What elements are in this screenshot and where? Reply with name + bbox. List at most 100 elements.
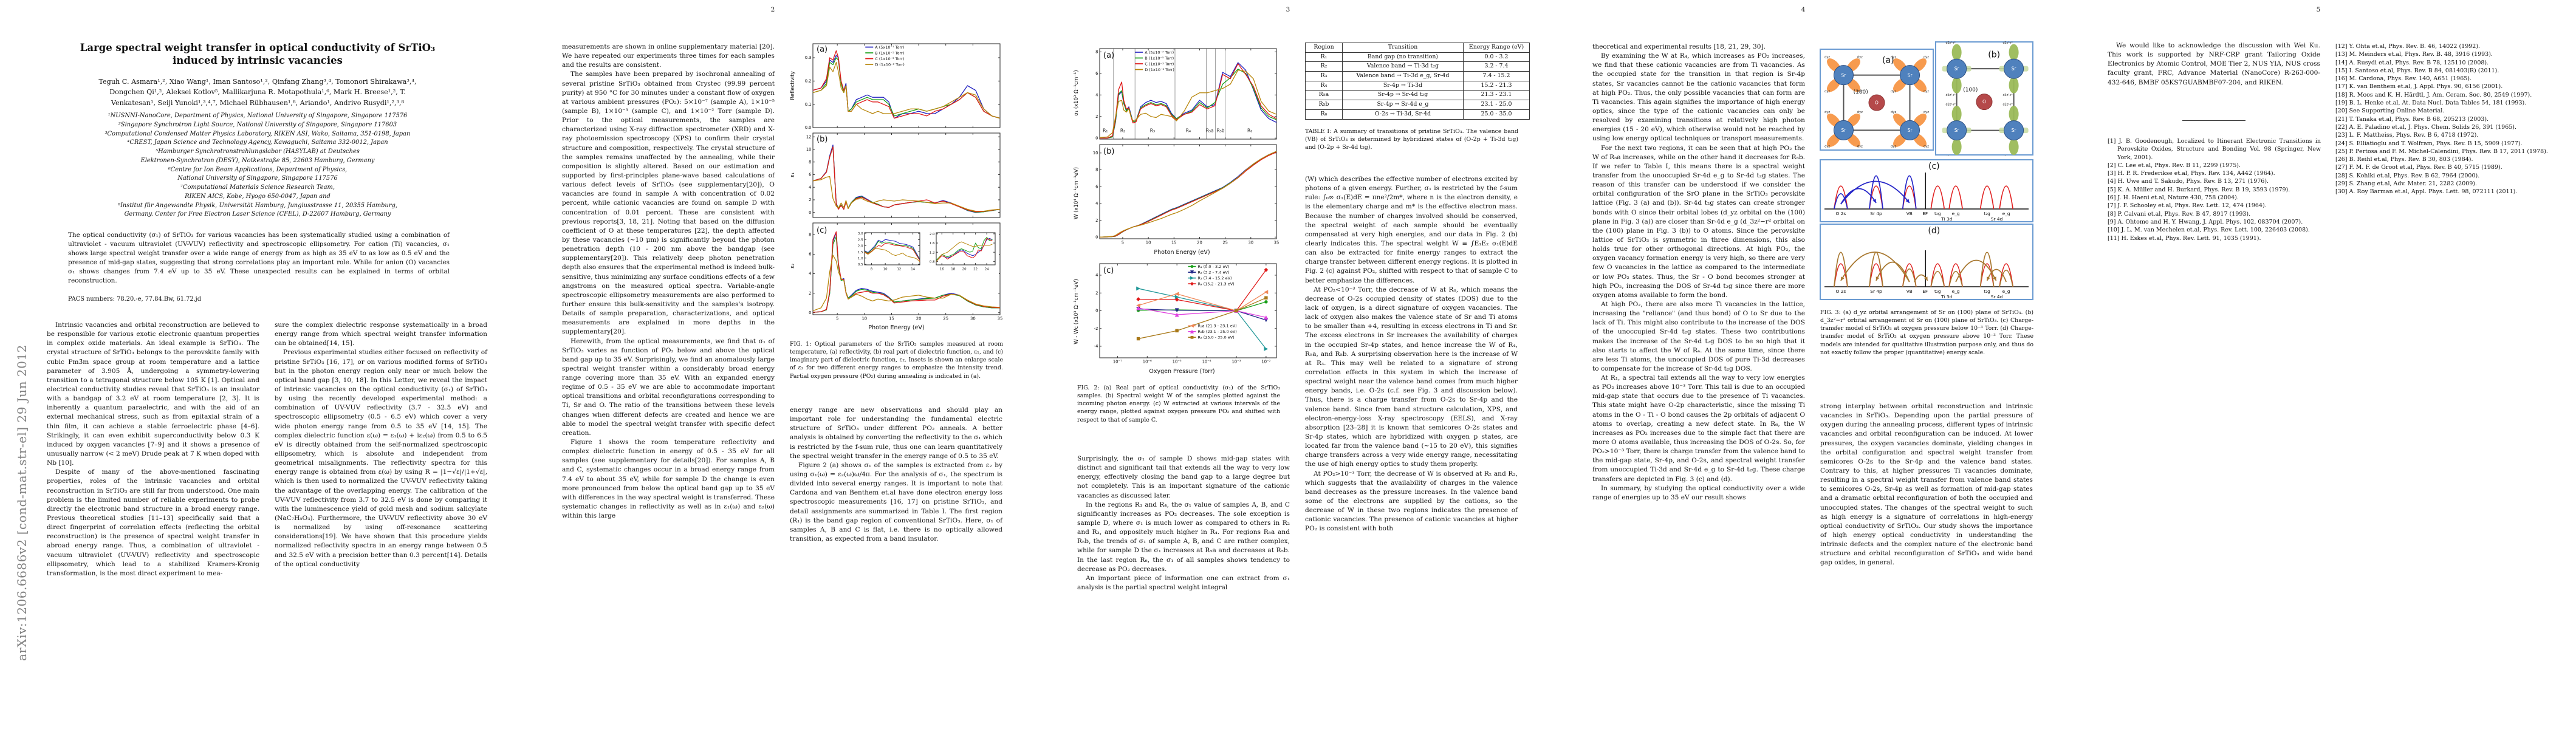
paragraph: Intrinsic vacancies and orbital reconstr… — [47, 321, 259, 467]
svg-text:Sr: Sr — [2012, 66, 2017, 72]
cell-range: 25.0 - 35.0 — [1463, 109, 1530, 120]
svg-text:VB: VB — [1906, 289, 1913, 294]
svg-text:0: 0 — [1095, 135, 1098, 140]
svg-text:1.2: 1.2 — [930, 251, 935, 255]
fig2-ylabel-b: W (x10⁴ Ω⁻¹cm⁻¹eV) — [1074, 167, 1080, 219]
column-left: theoretical and experimental results [18… — [1592, 43, 1805, 502]
svg-text:10⁻⁴: 10⁻⁴ — [1202, 360, 1211, 364]
svg-text:0: 0 — [1095, 234, 1098, 239]
svg-text:20: 20 — [1197, 241, 1202, 245]
fig1-ylabel-b: ε₁ — [790, 173, 796, 178]
svg-text:14: 14 — [911, 268, 915, 272]
svg-text:dyz: dyz — [1923, 111, 1929, 114]
svg-text:0.3: 0.3 — [805, 55, 812, 60]
table-row: R₅b Sr-4p → Sr-4d e_g 23.1 - 25.0 — [1305, 100, 1530, 110]
svg-text:0.1: 0.1 — [805, 102, 812, 107]
svg-text:dyz: dyz — [1857, 55, 1863, 59]
paragraph: sure the complex dielectric response sys… — [275, 321, 487, 347]
svg-text:R₁: R₁ — [1103, 128, 1108, 133]
reference-item: [6] J. H. Haeni et.al, Nature 430, 758 (… — [2108, 194, 2239, 202]
page-number: 4 — [1801, 6, 1806, 13]
reference-item: [16] M. Cardona, Phys. Rev. 140, A651 (1… — [2335, 75, 2472, 83]
page-3: 3 0 2 4 6 8 R₁ R₂ R₃ R₄ R₅a R₅b R₆ A (5x10⁻⁷ Torr) B … — [1030, 0, 1546, 729]
svg-text:5: 5 — [836, 317, 838, 321]
reference-item: [4] H. Uwe and T. Sakudo, Phys. Rev. B 1… — [2108, 178, 2269, 185]
svg-text:0.2: 0.2 — [805, 79, 812, 84]
reference-item: [22] A. E. Paladino et.al, J. Phys. Chem… — [2335, 123, 2517, 131]
svg-text:8: 8 — [1095, 168, 1098, 173]
svg-text:d3z²-r²: d3z²-r² — [1946, 103, 1956, 107]
svg-text:Ti 3d: Ti 3d — [1941, 216, 1952, 222]
paragraph: We would like to acknowledge the discuss… — [2108, 42, 2320, 86]
cell-transition: Band gap (no transition) — [1342, 52, 1464, 63]
svg-text:20: 20 — [962, 268, 967, 272]
svg-text:12: 12 — [806, 134, 812, 139]
svg-text:2.5: 2.5 — [858, 238, 863, 242]
svg-text:dyz: dyz — [1857, 111, 1863, 114]
reference-item: [7] J. F. Schooley et.al, Phys. Rev. Let… — [2108, 202, 2267, 210]
reference-item: [25] P. Pertosa and F. M. Michel-Calendi… — [2335, 148, 2548, 155]
svg-text:dyz: dyz — [1923, 55, 1929, 59]
svg-text:6: 6 — [809, 252, 811, 257]
svg-text:0: 0 — [1095, 309, 1098, 313]
reference-item: [1] J. B. Goodenough, Localized to Itine… — [2108, 138, 2321, 161]
svg-text:Sr 4d: Sr 4d — [1991, 294, 2003, 299]
svg-text:d3z²-r²: d3z²-r² — [2003, 103, 2013, 107]
cell-range: 23.1 - 25.0 — [1463, 100, 1530, 110]
cell-range: 3.2 - 7.4 — [1463, 61, 1530, 72]
arxiv-stamp: arXiv:1206.6686v2 [cond-mat.str-el] 29 J… — [15, 344, 29, 661]
svg-text:R₅a (21.3 - 23.1 eV): R₅a (21.3 - 23.1 eV) — [1198, 324, 1237, 329]
svg-text:Sr: Sr — [1841, 128, 1847, 133]
paragraph: measurements are shown in online supplem… — [562, 43, 775, 69]
table-row: R₄ Sr-4p → Ti-3d 15.2 - 21.3 — [1305, 80, 1530, 91]
svg-text:O: O — [1875, 100, 1879, 106]
svg-text:C (1x10⁻³ Torr): C (1x10⁻³ Torr) — [875, 56, 904, 61]
affiliation-line: ⁴CREST, Japan Science and Technology Age… — [127, 139, 388, 146]
svg-text:10: 10 — [862, 317, 867, 321]
reference-item: [18] R. Moos and K. H. Härdtl, J. Am. Ce… — [2335, 91, 2532, 98]
svg-text:2: 2 — [1095, 218, 1098, 223]
fig3-panel-b: d3z²-r² d3z²-r² Sr d3z²-r² d3z²-r² Sr d3z²-r² d… — [1935, 41, 2033, 159]
svg-text:4: 4 — [809, 272, 811, 276]
svg-text:10⁻⁷: 10⁻⁷ — [1113, 360, 1122, 364]
paragraph: By examining the W at R₄, which increase… — [1592, 52, 1805, 143]
fig1-ylabel-c: ε₂ — [790, 264, 796, 269]
reference-item: [28] S. Kohiki et.al, Phys. Rev. B 62, 7… — [2335, 172, 2480, 179]
column-left: Intrinsic vacancies and orbital reconstr… — [47, 321, 259, 578]
page-number: 2 — [770, 6, 775, 13]
orbital-svg: dyz dyz dyz dyz Sr dyz dyz dyz dyz Sr dyz dyz dyz dyz… — [1820, 49, 1934, 151]
chart-svg: 0.0 0.1 0.2 0.3 A (5x10⁻⁷ Torr)B (1x10⁻⁵ Tor… — [805, 43, 1001, 130]
svg-text:dyz: dyz — [1857, 145, 1863, 149]
fig1-caption: FIG. 1: Optical parameters of the SrTiO₃… — [790, 341, 1004, 380]
fig2-ylabel-a: σ₁ (x10³ Ω⁻¹cm⁻¹) — [1074, 70, 1080, 116]
cell-range: 7.4 - 15.2 — [1463, 71, 1530, 81]
reference-item: [29] S. Zhang et.al, Adv. Mater. 21, 228… — [2335, 180, 2478, 188]
svg-text:4: 4 — [1095, 201, 1098, 206]
svg-text:d3z²-r²: d3z²-r² — [2003, 41, 2013, 45]
cell-region: R₅a — [1305, 90, 1343, 101]
fig3-caption: FIG. 3: (a) d_yz orbital arrangement of … — [1820, 309, 2033, 356]
svg-text:4: 4 — [1095, 273, 1098, 278]
references-right: [12] Y. Ohta et.al, Phys. Rev. B. 46, 14… — [2335, 43, 2549, 196]
orbital-svg: d3z²-r² d3z²-r² Sr d3z²-r² d3z²-r² Sr d3z²-r² d… — [1935, 41, 2033, 159]
svg-text:Sr: Sr — [1841, 72, 1847, 78]
svg-text:R₅b: R₅b — [1217, 128, 1225, 133]
svg-text:30: 30 — [1248, 241, 1253, 245]
cell-transition: Valence band → Ti-3d e_g, Sr-4d — [1342, 71, 1464, 81]
svg-text:d3z²-r²: d3z²-r² — [2003, 94, 2013, 97]
cell-region: R₄ — [1305, 80, 1343, 91]
paper-title: Large spectral weight transfer in optica… — [80, 42, 436, 67]
author-line: Dongchen Qi¹,², Aleksei Kotlov⁵, Mallika… — [109, 88, 406, 97]
svg-text:0.8: 0.8 — [930, 261, 935, 264]
svg-text:(a): (a) — [1882, 56, 1894, 66]
svg-text:EF: EF — [1922, 289, 1928, 294]
paragraph: (W) which describes the effective number… — [1305, 176, 1518, 284]
affiliation-line: ⁸Institut für Angewandte Physik, Univers… — [118, 202, 397, 209]
column-right: strong interplay between orbital reconst… — [1820, 402, 2033, 568]
svg-text:6: 6 — [809, 173, 811, 177]
paragraph: At R₁, a spectral tail extends all the w… — [1592, 374, 1805, 483]
svg-text:20: 20 — [916, 317, 922, 321]
svg-text:d3z²-r²: d3z²-r² — [1946, 94, 1956, 97]
svg-text:dyz: dyz — [1824, 111, 1830, 114]
